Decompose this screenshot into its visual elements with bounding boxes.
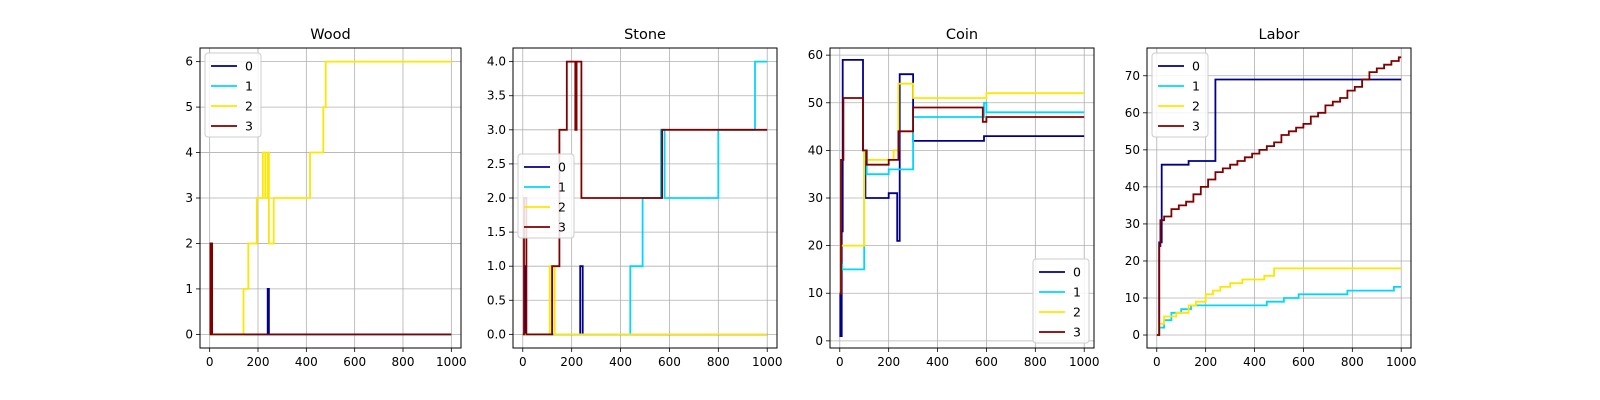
y-tick-label: 1.5 [487,225,506,239]
y-tick-label: 40 [808,143,823,157]
legend-label-3: 3 [245,119,253,134]
legend-label-1: 1 [245,79,253,94]
x-tick-label: 1000 [436,355,467,369]
x-tick-label: 600 [343,355,366,369]
y-tick-label: 0.0 [487,327,506,341]
series-line-2 [1156,267,1402,336]
series-line-1 [839,101,1085,271]
y-tick-label: 4 [185,146,193,160]
legend-label-2: 2 [1192,99,1200,114]
y-tick-label: 0 [185,327,193,341]
y-tick-label: 20 [1125,254,1140,268]
x-tick-label: 200 [877,355,900,369]
x-tick-label: 0 [519,355,527,369]
series-line-3 [209,242,452,336]
x-tick-label: 1000 [1386,355,1417,369]
y-tick-label: 1 [185,282,193,296]
x-tick-label: 800 [392,355,415,369]
legend: 0 1 2 3 [1032,258,1090,344]
y-tick-label: 1.0 [487,259,506,273]
panel-title: Coin [946,27,978,43]
panel-title: Wood [310,27,350,43]
series-line-2 [839,82,1085,295]
legend-label-1: 1 [1192,79,1200,94]
x-tick-label: 600 [975,355,998,369]
panel-labor: 0 200 400 600 800 1000 0 10 20 30 40 50 60 70 Labor 0 1 2… [1125,27,1417,369]
panel-title: Stone [624,27,666,43]
legend-label-0: 0 [558,160,566,175]
legend-label-3: 3 [558,220,566,235]
x-tick-label: 1000 [752,355,783,369]
x-tick-label: 0 [836,355,844,369]
y-tick-label: 0 [815,334,823,348]
y-tick-label: 4.0 [487,55,506,69]
legend-label-3: 3 [1192,119,1200,134]
panel-coin: 0 200 400 600 800 1000 0 10 20 30 40 50 60 Coin 0 1 2 3 [808,27,1100,369]
legend-box [204,52,262,138]
legend-label-2: 2 [245,99,253,114]
series-line-3 [1156,56,1402,336]
x-tick-label: 0 [206,355,214,369]
series-line-2 [209,60,452,336]
y-tick-label: 2 [185,236,193,250]
y-tick-label: 40 [1125,180,1140,194]
y-tick-label: 3.5 [487,89,506,103]
y-tick-label: 6 [185,55,193,69]
series-line-1 [1156,285,1402,336]
x-tick-label: 200 [247,355,270,369]
y-tick-label: 30 [1125,217,1140,231]
x-tick-label: 600 [1292,355,1315,369]
panel-stone: 0 200 400 600 800 1000 0.0 0.5 1.0 1.5 2.0 2.5 3.0 3.… [487,27,783,369]
y-tick-label: 3.0 [487,123,506,137]
x-tick-label: 800 [1341,355,1364,369]
x-tick-label: 400 [295,355,318,369]
y-tick-label: 3 [185,191,193,205]
series-line-3 [839,97,1085,295]
x-tick-label: 400 [609,355,632,369]
legend-label-3: 3 [1073,325,1081,340]
panel-wood: 0 200 400 600 800 1000 0 1 2 3 4 5 6 Wood 0 1 2 3 [185,27,466,369]
x-tick-label: 0 [1153,355,1161,369]
legend-label-0: 0 [1073,265,1081,280]
y-tick-label: 60 [1125,106,1140,120]
x-tick-label: 600 [658,355,681,369]
x-tick-label: 200 [560,355,583,369]
y-tick-label: 20 [808,239,823,253]
x-tick-label: 200 [1194,355,1217,369]
x-tick-label: 800 [707,355,730,369]
legend-label-0: 0 [245,59,253,74]
legend-label-2: 2 [558,200,566,215]
y-tick-label: 0 [1132,328,1140,342]
y-tick-label: 5 [185,100,193,114]
y-tick-label: 70 [1125,69,1140,83]
x-tick-label: 400 [926,355,949,369]
legend: 0 1 2 3 [517,153,575,239]
legend: 0 1 2 3 [204,52,262,138]
y-tick-label: 10 [808,286,823,300]
y-tick-label: 50 [808,96,823,110]
y-tick-label: 2.0 [487,191,506,205]
panel-title: Labor [1258,27,1299,43]
x-tick-label: 1000 [1069,355,1100,369]
legend-box [1032,258,1090,344]
axes-frame [1146,47,1412,349]
legend-box [1151,52,1209,138]
y-tick-label: 2.5 [487,157,506,171]
y-tick-label: 60 [808,48,823,62]
y-tick-label: 30 [808,191,823,205]
legend: 0 1 2 3 [1151,52,1209,138]
legend-box [517,153,575,239]
legend-label-2: 2 [1073,305,1081,320]
legend-label-1: 1 [1073,285,1081,300]
y-tick-label: 10 [1125,291,1140,305]
y-tick-label: 0.5 [487,293,506,307]
y-tick-label: 50 [1125,143,1140,157]
legend-label-1: 1 [558,180,566,195]
legend-label-0: 0 [1192,59,1200,74]
x-tick-label: 400 [1243,355,1266,369]
x-tick-label: 800 [1024,355,1047,369]
